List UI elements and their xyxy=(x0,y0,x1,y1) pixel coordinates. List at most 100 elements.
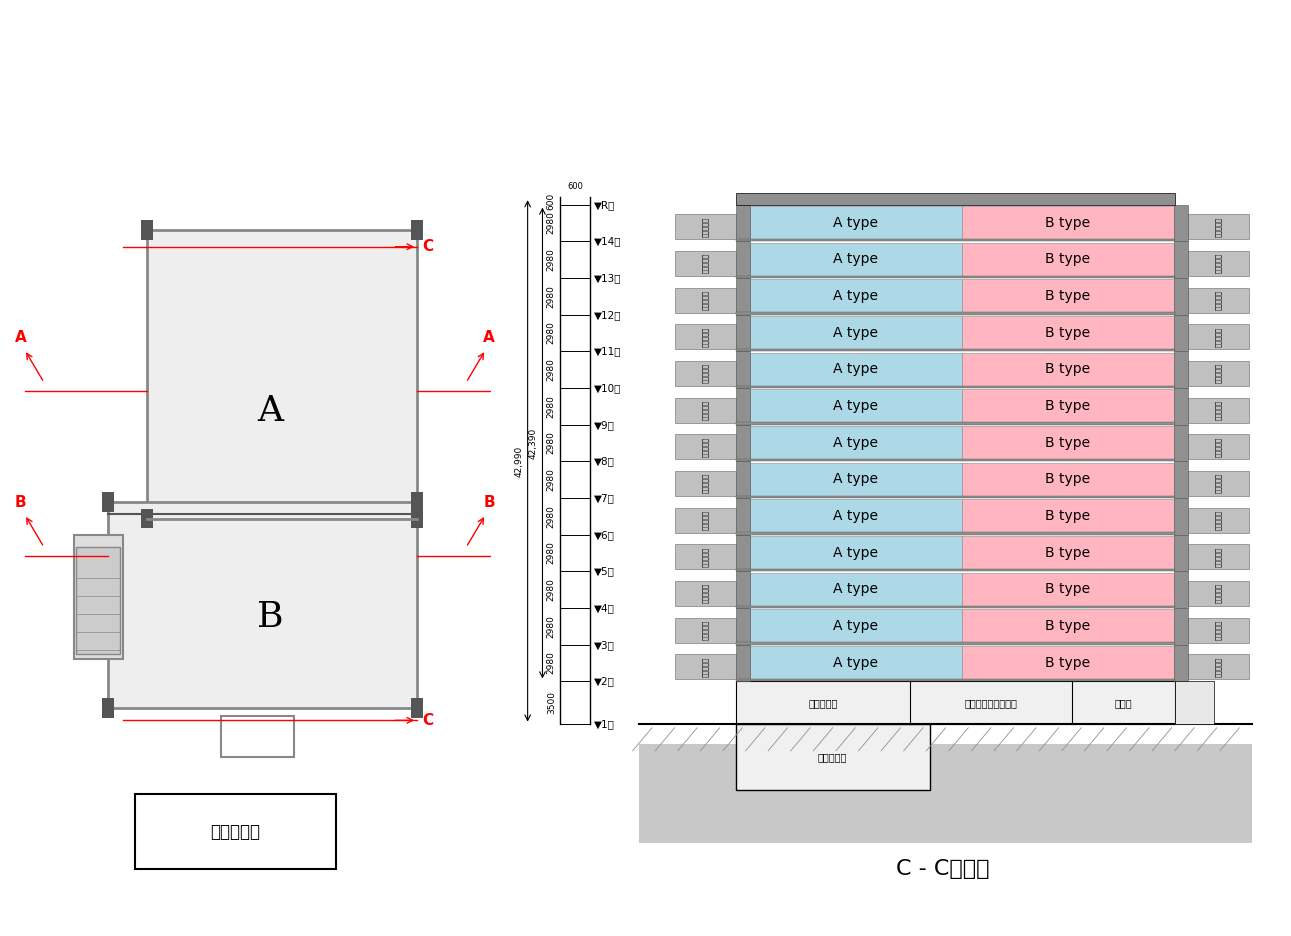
Text: A: A xyxy=(483,329,494,344)
Bar xyxy=(750,206,962,240)
Bar xyxy=(674,654,736,680)
Bar xyxy=(736,386,1175,388)
Text: バルコニー: バルコニー xyxy=(1215,510,1221,530)
Text: A type: A type xyxy=(834,582,878,596)
Bar xyxy=(1174,205,1188,241)
Text: ▼10階: ▼10階 xyxy=(594,383,622,393)
Bar xyxy=(411,492,423,512)
Bar xyxy=(674,471,736,496)
Bar xyxy=(411,698,423,718)
Bar xyxy=(736,349,1175,351)
Text: A type: A type xyxy=(834,656,878,670)
Text: ▼R階: ▼R階 xyxy=(594,199,616,210)
Text: B type: B type xyxy=(1046,473,1090,487)
Bar xyxy=(108,502,417,708)
Text: ▼8階: ▼8階 xyxy=(594,457,616,466)
Bar xyxy=(674,325,736,349)
Bar xyxy=(1188,287,1250,313)
Bar xyxy=(1188,545,1250,569)
Bar xyxy=(736,534,750,571)
Text: 600: 600 xyxy=(567,182,584,191)
Bar xyxy=(736,498,750,534)
Text: ▼4階: ▼4階 xyxy=(594,603,616,613)
Text: ▼14階: ▼14階 xyxy=(594,237,622,246)
Text: バルコニー: バルコニー xyxy=(702,474,709,493)
Bar xyxy=(736,606,1175,608)
Text: A type: A type xyxy=(834,473,878,487)
Text: バルコニー: バルコニー xyxy=(702,657,709,677)
Text: キープラン: キープラン xyxy=(210,823,261,841)
Text: バルコニー: バルコニー xyxy=(1215,217,1221,237)
Bar xyxy=(1175,681,1214,724)
Bar xyxy=(1174,498,1188,534)
Bar xyxy=(1188,471,1250,496)
Text: 2980: 2980 xyxy=(547,395,556,417)
Text: 42,990: 42,990 xyxy=(514,446,523,476)
Text: A type: A type xyxy=(834,289,878,303)
Text: 2980: 2980 xyxy=(547,322,556,344)
Text: A type: A type xyxy=(834,619,878,633)
Text: 屋内駐車場: 屋内駐車場 xyxy=(808,698,838,708)
Bar xyxy=(736,679,1175,681)
Bar xyxy=(1188,398,1250,423)
Text: 2980: 2980 xyxy=(547,468,556,491)
Bar xyxy=(74,535,123,659)
Bar xyxy=(1174,534,1188,571)
Bar xyxy=(1174,571,1188,608)
Bar xyxy=(674,507,736,533)
Text: B type: B type xyxy=(1046,215,1090,229)
Bar xyxy=(1188,507,1250,533)
Bar xyxy=(736,533,1175,534)
Text: バルコニー: バルコニー xyxy=(1215,547,1221,566)
Text: B: B xyxy=(14,494,26,509)
Text: B: B xyxy=(257,600,283,635)
Text: ▼13階: ▼13階 xyxy=(594,273,622,283)
Bar xyxy=(750,242,962,276)
Bar xyxy=(962,353,1174,386)
Bar xyxy=(962,536,1174,569)
Text: バルコニー: バルコニー xyxy=(1215,657,1221,677)
Bar xyxy=(750,609,962,643)
Bar xyxy=(674,398,736,423)
Text: バルコニー: バルコニー xyxy=(1215,290,1221,310)
Bar xyxy=(1188,581,1250,607)
Text: 2980: 2980 xyxy=(547,431,556,455)
Text: 600: 600 xyxy=(547,193,556,210)
Bar xyxy=(674,361,736,386)
Bar xyxy=(736,681,1175,724)
Text: バルコニー: バルコニー xyxy=(1215,363,1221,384)
Text: C - C断面図: C - C断面図 xyxy=(896,859,989,880)
Bar xyxy=(674,618,736,643)
Bar xyxy=(962,573,1174,607)
Bar xyxy=(750,646,962,680)
Bar xyxy=(674,434,736,460)
Bar xyxy=(750,389,962,423)
Bar xyxy=(736,642,1175,645)
Bar xyxy=(147,230,417,519)
Bar xyxy=(750,536,962,569)
Text: バルコニー: バルコニー xyxy=(1215,400,1221,420)
Bar xyxy=(674,287,736,313)
Text: バルコニー: バルコニー xyxy=(1215,583,1221,604)
Bar xyxy=(736,314,750,351)
Bar xyxy=(962,500,1174,533)
Bar xyxy=(1174,314,1188,351)
FancyBboxPatch shape xyxy=(136,795,336,869)
Bar xyxy=(962,279,1174,313)
Bar xyxy=(1174,241,1188,278)
Bar xyxy=(736,193,1175,205)
Bar xyxy=(1188,251,1250,276)
Bar xyxy=(736,278,750,314)
Text: バルコニー: バルコニー xyxy=(702,290,709,310)
Text: ▼5階: ▼5階 xyxy=(594,566,616,577)
Text: バルコニー: バルコニー xyxy=(702,583,709,604)
Text: 2980: 2980 xyxy=(547,358,556,381)
Bar xyxy=(1174,351,1188,388)
Bar xyxy=(674,251,736,276)
Text: A type: A type xyxy=(834,399,878,413)
Bar xyxy=(736,496,1175,498)
Bar xyxy=(750,573,962,607)
Text: B type: B type xyxy=(1046,289,1090,303)
Text: 2980: 2980 xyxy=(547,615,556,637)
Text: B type: B type xyxy=(1046,656,1090,670)
